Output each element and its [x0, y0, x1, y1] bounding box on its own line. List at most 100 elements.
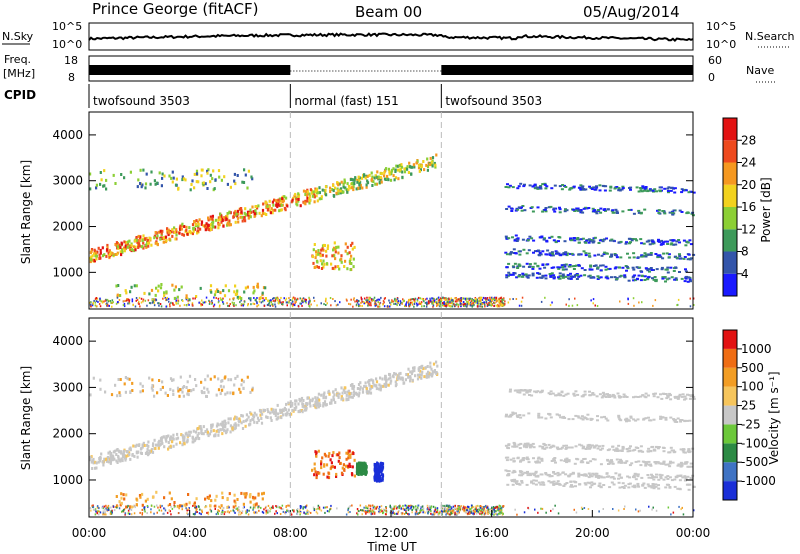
- velocity-cell: [96, 505, 99, 508]
- velocity-cell: [553, 457, 557, 459]
- power-cell: [356, 180, 359, 184]
- velocity-cell: [282, 413, 285, 417]
- velocity-cell: [634, 473, 638, 476]
- power-cell: [411, 165, 414, 169]
- velocity-cell: [195, 497, 198, 501]
- velocity-cell: [474, 510, 477, 513]
- velocity-cell: [314, 396, 317, 400]
- power-cell: [557, 267, 561, 270]
- velocity-cell: [234, 501, 237, 505]
- power-cell: [395, 298, 398, 301]
- velocity-cell: [668, 486, 672, 489]
- velocity-cell: [200, 380, 203, 384]
- power-cell: [323, 303, 325, 306]
- power-cell: [167, 228, 170, 232]
- velocity-cell: [315, 404, 318, 408]
- velocity-cell: [622, 393, 626, 396]
- power-cell: [270, 301, 272, 304]
- velocity-cell: [324, 511, 326, 514]
- power-cell: [478, 302, 480, 305]
- velocity-cell: [467, 507, 470, 510]
- velocity-cell: [380, 508, 383, 511]
- velocity-cell: [105, 507, 107, 510]
- velocity-cell: [322, 404, 325, 408]
- velocity-cell: [351, 383, 354, 386]
- power-cell: [135, 284, 138, 288]
- velocity-cell: [435, 360, 438, 364]
- power-cell: [436, 305, 438, 307]
- power-cell: [241, 219, 244, 223]
- velocity-cell: [464, 511, 467, 514]
- velocity-cell: [596, 447, 600, 450]
- power-cell: [394, 300, 396, 303]
- power-cell: [333, 254, 336, 258]
- power-cell: [304, 199, 307, 203]
- power-cell: [536, 186, 540, 189]
- velocity-cell: [221, 491, 224, 495]
- power-cell: [145, 172, 148, 176]
- power-cell: [633, 304, 635, 307]
- power-cell: [178, 226, 182, 230]
- velocity-cell: [562, 444, 566, 447]
- power-cell: [103, 184, 106, 188]
- power-cell: [347, 188, 350, 192]
- velocity-cell: [161, 441, 164, 445]
- power-cell: [396, 297, 399, 300]
- power-cell: [95, 257, 98, 261]
- velocity-cell: [472, 509, 475, 512]
- power-cell: [193, 172, 196, 176]
- velocity-cell: [371, 511, 373, 514]
- power-cell: [175, 302, 177, 305]
- power-cell: [426, 301, 428, 304]
- velocity-cell: [685, 419, 689, 422]
- velocity-cell: [692, 395, 696, 398]
- power-cell: [153, 234, 156, 238]
- power-cell: [153, 304, 156, 307]
- power-cell: [432, 297, 435, 300]
- velocity-cell: [138, 443, 141, 447]
- power-cell: [545, 239, 549, 242]
- power-cell: [226, 212, 229, 215]
- velocity-cell: [429, 372, 432, 376]
- power-cell: [239, 207, 242, 211]
- velocity-cell: [132, 506, 134, 509]
- power-cell: [664, 240, 668, 243]
- power-cell: [276, 299, 279, 302]
- power-cell: [365, 299, 367, 302]
- power-cell: [93, 252, 96, 256]
- velocity-cell: [652, 506, 654, 509]
- velocity-cell: [174, 505, 176, 508]
- power-cell: [159, 303, 162, 305]
- power-cell: [635, 239, 639, 242]
- power-cell: [342, 190, 345, 194]
- velocity-cell: [418, 512, 420, 514]
- power-cell: [476, 305, 479, 308]
- velocity-cell: [653, 449, 657, 452]
- power-cell: [553, 210, 557, 213]
- power-cell: [687, 253, 691, 256]
- power-cell: [552, 277, 556, 280]
- velocity-cell: [490, 513, 492, 516]
- velocity-cell: [686, 465, 690, 468]
- velocity-cell: [237, 509, 239, 512]
- velocity-cell: [343, 467, 346, 471]
- velocity-cell: [365, 387, 368, 391]
- velocity-cell: [197, 437, 200, 441]
- power-cell: [248, 214, 251, 218]
- power-cell: [211, 299, 213, 302]
- power-cell: [188, 230, 191, 234]
- velocity-cell: [180, 433, 183, 437]
- power-cell: [388, 172, 391, 176]
- velocity-cell: [192, 388, 195, 392]
- power-cell: [352, 298, 355, 301]
- power-cell: [674, 277, 678, 280]
- velocity-cell: [602, 393, 606, 396]
- power-cell: [673, 191, 677, 194]
- power-cell: [519, 182, 523, 185]
- velocity-cell: [515, 414, 519, 417]
- power-cell: [370, 171, 373, 175]
- power-cell: [227, 221, 230, 225]
- power-cell: [250, 175, 253, 179]
- power-cell: [182, 299, 184, 302]
- velocity-cell: [564, 473, 568, 476]
